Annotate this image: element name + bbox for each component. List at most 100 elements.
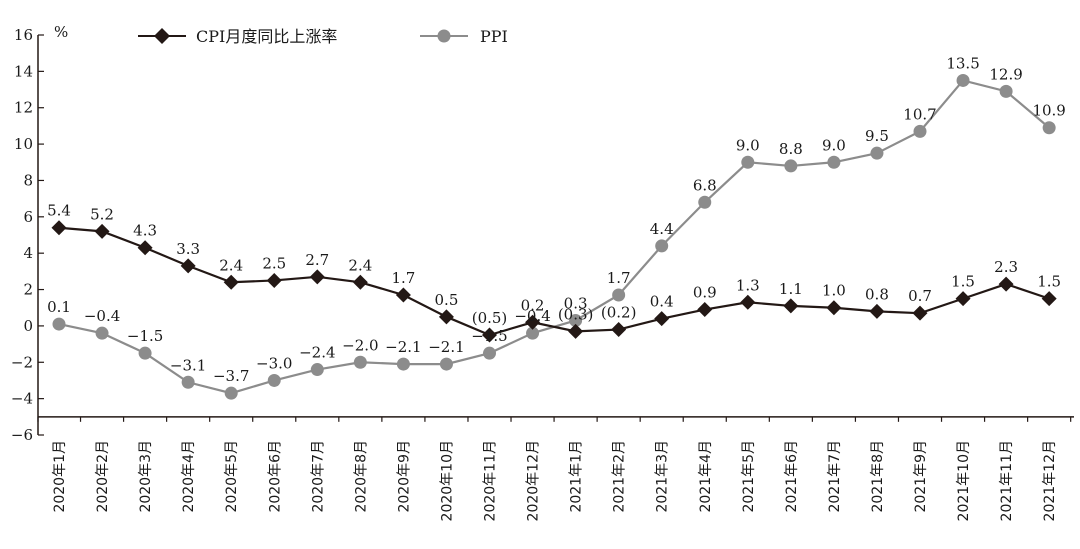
cpi-data-label: 2.7 bbox=[305, 251, 329, 269]
x-tick-label: 2020年6月 bbox=[267, 440, 283, 513]
x-tick-label: 2020年3月 bbox=[138, 440, 154, 513]
ppi-data-label: 10.7 bbox=[903, 105, 936, 123]
cpi-point bbox=[998, 276, 1014, 292]
x-tick-label: 2021年8月 bbox=[870, 440, 886, 513]
cpi-data-label: 5.4 bbox=[47, 202, 71, 220]
legend: CPI月度同比上涨率 PPI bbox=[138, 27, 508, 46]
x-tick-label: 2021年3月 bbox=[655, 440, 671, 513]
cpi-point bbox=[654, 311, 670, 327]
cpi-data-label: 0.9 bbox=[693, 284, 717, 302]
y-tick-label: 6 bbox=[23, 208, 33, 226]
ppi-point bbox=[999, 84, 1013, 98]
legend-label: PPI bbox=[480, 27, 508, 46]
ppi-data-label: 10.9 bbox=[1032, 102, 1065, 120]
x-tick-label: 2020年7月 bbox=[310, 440, 326, 513]
ppi-data-label: −2.0 bbox=[342, 336, 378, 354]
cpi-point bbox=[568, 323, 584, 339]
legend-marker-circle bbox=[437, 29, 451, 43]
ppi-data-label: 12.9 bbox=[989, 65, 1022, 83]
ppi-point bbox=[741, 155, 755, 169]
ppi-data-label: −0.4 bbox=[84, 307, 120, 325]
cpi-point bbox=[955, 291, 971, 307]
ppi-data-label: −0.4 bbox=[514, 307, 550, 325]
x-tick-label: 2020年10月 bbox=[439, 440, 455, 521]
ppi-point bbox=[1042, 121, 1056, 135]
cpi-point bbox=[180, 258, 196, 274]
ppi-point bbox=[396, 357, 410, 371]
x-tick-label: 2021年2月 bbox=[612, 440, 628, 513]
y-tick-label: −4 bbox=[11, 390, 33, 408]
legend-marker-diamond bbox=[154, 28, 170, 44]
cpi-point bbox=[223, 274, 239, 290]
cpi-data-label: 0.8 bbox=[865, 285, 889, 303]
x-tick-label: 2020年9月 bbox=[396, 440, 412, 513]
y-tick-label: 14 bbox=[14, 62, 33, 80]
y-tick-label: 8 bbox=[23, 171, 33, 189]
ppi-point bbox=[526, 326, 540, 340]
x-tick-label: 2021年7月 bbox=[827, 440, 843, 513]
cpi-point bbox=[740, 294, 756, 310]
cpi-data-label: 4.3 bbox=[133, 222, 157, 240]
cpi-data-label: 2.5 bbox=[262, 254, 286, 272]
x-tick-label: 2021年6月 bbox=[784, 440, 800, 513]
cpi-point bbox=[309, 269, 325, 285]
ppi-data-label: −3.1 bbox=[170, 356, 206, 374]
cpi-data-label: (0.2) bbox=[601, 304, 637, 322]
ppi-data-label: 9.0 bbox=[822, 136, 846, 154]
ppi-data-label: 13.5 bbox=[946, 54, 979, 72]
ppi-point bbox=[138, 346, 152, 360]
ppi-point bbox=[655, 239, 669, 253]
ppi-data-label: 8.8 bbox=[779, 140, 803, 158]
ppi-point bbox=[310, 363, 324, 377]
x-tick-label: 2021年5月 bbox=[741, 440, 757, 513]
legend-label: CPI月度同比上涨率 bbox=[196, 27, 337, 46]
ppi-point bbox=[612, 288, 626, 302]
ppi-point bbox=[913, 124, 927, 138]
cpi-point bbox=[438, 309, 454, 325]
cpi-data-label: 1.0 bbox=[822, 282, 846, 300]
y-tick-label: 10 bbox=[14, 135, 33, 153]
cpi-point bbox=[266, 272, 282, 288]
ppi-data-label: −1.5 bbox=[127, 327, 163, 345]
ppi-data-label: −2.4 bbox=[299, 344, 335, 362]
ppi-data-label: 9.0 bbox=[736, 136, 760, 154]
ppi-point bbox=[181, 375, 195, 389]
cpi-data-label: 0.5 bbox=[435, 291, 459, 309]
cpi-data-label: 2.4 bbox=[219, 256, 243, 274]
x-tick-label: 2021年12月 bbox=[1042, 440, 1058, 521]
ppi-data-label: 1.7 bbox=[607, 269, 631, 287]
y-tick-label: 12 bbox=[14, 99, 33, 117]
y-tick-label: 0 bbox=[23, 317, 33, 335]
cpi-point bbox=[51, 220, 67, 236]
ppi-data-label: 9.5 bbox=[865, 127, 889, 145]
ppi-data-label: −1.5 bbox=[471, 327, 507, 345]
y-tick-label: −2 bbox=[11, 353, 33, 371]
x-tick-label: 2021年10月 bbox=[956, 440, 972, 521]
y-tick-label: 16 bbox=[14, 26, 33, 44]
cpi-data-label: (0.5) bbox=[472, 309, 508, 327]
ppi-point bbox=[439, 357, 453, 371]
cpi-data-label: 5.2 bbox=[90, 205, 114, 223]
x-tick-label: 2020年2月 bbox=[95, 440, 111, 513]
cpi-data-label: 2.3 bbox=[994, 258, 1018, 276]
ppi-point bbox=[95, 326, 109, 340]
ppi-point bbox=[267, 373, 281, 387]
cpi-point bbox=[611, 322, 627, 338]
ppi-point bbox=[784, 159, 798, 173]
cpi-data-label: 0.2 bbox=[521, 296, 545, 314]
ppi-point bbox=[827, 155, 841, 169]
cpi-series-line bbox=[58, 226, 1050, 337]
cpi-point bbox=[869, 303, 885, 319]
y-tick-label: −6 bbox=[11, 426, 33, 444]
ppi-point bbox=[483, 346, 496, 360]
data-labels: 5.4 5.2 4.3 3.3 2.4 2.5 2.7 2.4 1.7 0.5 (0.5) 0.2 (0… bbox=[47, 54, 1066, 385]
ppi-point bbox=[52, 317, 66, 331]
x-tick-label: 2020年5月 bbox=[224, 440, 240, 513]
series-layer bbox=[51, 73, 1057, 400]
cpi-point bbox=[697, 302, 713, 318]
cpi-point bbox=[525, 314, 541, 330]
y-tick-label: 2 bbox=[23, 281, 33, 299]
ppi-data-label: −3.7 bbox=[213, 367, 249, 385]
x-tick-label: 2020年4月 bbox=[181, 440, 197, 513]
cpi-data-label: 1.5 bbox=[1037, 273, 1061, 291]
